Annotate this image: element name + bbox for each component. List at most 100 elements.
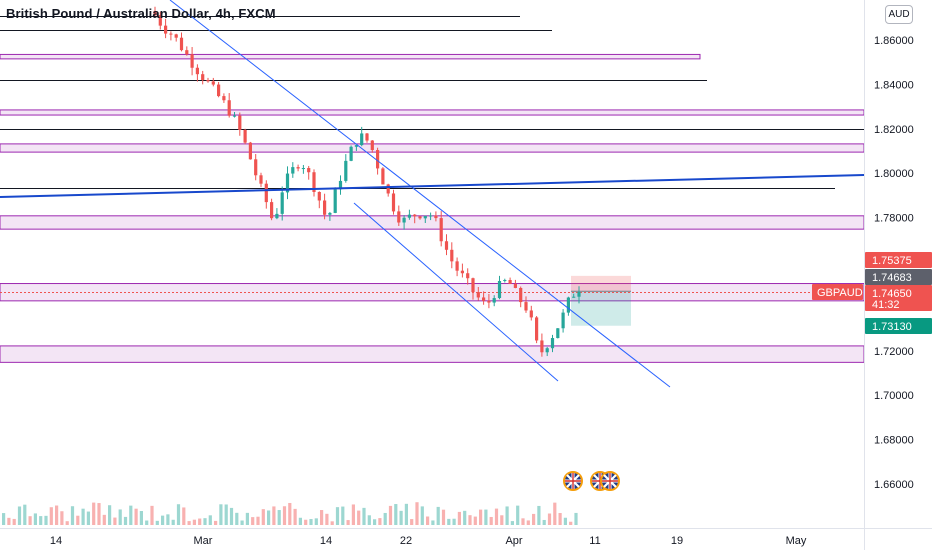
candle-body[interactable] — [402, 217, 406, 223]
candle-body[interactable] — [365, 133, 369, 141]
currency-button[interactable]: AUD — [885, 5, 913, 24]
candle-body[interactable] — [455, 261, 459, 271]
candle-body[interactable] — [376, 150, 380, 169]
candle-body[interactable] — [487, 300, 491, 303]
candle-body[interactable] — [190, 54, 194, 68]
candle-body[interactable] — [301, 168, 305, 170]
events-layer[interactable] — [563, 471, 620, 491]
candle-body[interactable] — [386, 184, 390, 194]
candle-body[interactable] — [566, 297, 570, 313]
candle-body[interactable] — [206, 80, 210, 82]
channel-upper-line[interactable] — [169, 0, 671, 388]
candle-body[interactable] — [158, 15, 162, 26]
candle-body[interactable] — [164, 25, 168, 34]
candle-body[interactable] — [153, 11, 157, 16]
candle-body[interactable] — [344, 160, 348, 181]
candle-body[interactable] — [460, 270, 464, 274]
candle-body[interactable] — [317, 191, 321, 201]
candle-body[interactable] — [264, 183, 268, 203]
candle-body[interactable] — [391, 193, 396, 212]
rising-trendline[interactable] — [0, 174, 865, 198]
candle-body[interactable] — [174, 34, 178, 38]
candle-body[interactable] — [503, 280, 507, 282]
candle-body[interactable] — [312, 172, 316, 192]
volume-bar — [70, 506, 75, 525]
candle-body[interactable] — [328, 212, 332, 215]
candle-body[interactable] — [259, 175, 263, 184]
candle-body[interactable] — [307, 168, 311, 173]
candle-body[interactable] — [482, 297, 486, 301]
candle-body[interactable] — [492, 298, 496, 303]
candle-body[interactable] — [338, 180, 343, 190]
candle-body[interactable] — [248, 142, 252, 160]
candle-body[interactable] — [429, 215, 433, 217]
candle-body[interactable] — [476, 292, 480, 298]
candle-body[interactable] — [535, 317, 539, 341]
volume-bar — [452, 518, 456, 525]
candle-body[interactable] — [497, 280, 502, 299]
candle-body[interactable] — [444, 241, 449, 250]
candle-body[interactable] — [370, 140, 374, 151]
candle-body[interactable] — [381, 168, 385, 185]
uk-flag-icon[interactable] — [563, 471, 583, 491]
candle-body[interactable] — [550, 338, 555, 349]
channel-lower-line[interactable] — [353, 202, 559, 382]
volume-bar — [198, 518, 202, 525]
candle-body[interactable] — [519, 287, 523, 303]
position-loss-zone[interactable] — [571, 275, 631, 292]
candle-body[interactable] — [407, 214, 411, 218]
candle-body[interactable] — [450, 249, 454, 262]
candle-body[interactable] — [418, 216, 422, 219]
candle-body[interactable] — [545, 348, 549, 353]
candle-body[interactable] — [185, 50, 189, 55]
candle-body[interactable] — [413, 214, 417, 217]
candle-body[interactable] — [577, 291, 581, 297]
candle-body[interactable] — [508, 280, 512, 284]
candle-body[interactable] — [471, 278, 475, 293]
candle-body[interactable] — [524, 302, 528, 311]
candle-body[interactable] — [513, 283, 517, 288]
price-axis[interactable]: 1.860001.840001.820001.800001.780001.760… — [874, 35, 914, 491]
candle-body[interactable] — [201, 74, 205, 81]
candle-body[interactable] — [169, 33, 173, 35]
candle-body[interactable] — [349, 146, 353, 161]
time-axis[interactable]: 14 Mar 14 22 Apr 11 19 May — [50, 535, 807, 547]
position-profit-zone[interactable] — [571, 291, 631, 326]
candle-body[interactable] — [354, 145, 358, 147]
candle-body[interactable] — [423, 215, 427, 219]
candle-body[interactable] — [238, 115, 242, 130]
candle-body[interactable] — [572, 296, 576, 298]
candle-body[interactable] — [217, 84, 221, 97]
candle-body[interactable] — [285, 173, 290, 193]
candle-body[interactable] — [232, 115, 237, 117]
candle-body[interactable] — [211, 81, 215, 85]
candle-body[interactable] — [439, 218, 443, 242]
candle-body[interactable] — [466, 273, 470, 279]
x-tick-label: 22 — [400, 535, 412, 547]
candle-body[interactable] — [323, 200, 327, 215]
sr-zone — [0, 143, 865, 153]
candle-body[interactable] — [179, 37, 184, 51]
volume-bar — [155, 520, 159, 525]
candle-body[interactable] — [275, 213, 279, 219]
candle-body[interactable] — [195, 67, 199, 75]
candle-body[interactable] — [243, 129, 247, 143]
candle-body[interactable] — [556, 328, 560, 339]
candle-body[interactable] — [333, 189, 337, 213]
candle-body[interactable] — [561, 312, 565, 329]
candle-body[interactable] — [397, 211, 401, 223]
uk-flag-icon[interactable] — [600, 471, 620, 491]
candle-body[interactable] — [529, 310, 533, 318]
candle-body[interactable] — [360, 133, 364, 146]
candle-body[interactable] — [540, 340, 544, 353]
candle-body[interactable] — [270, 202, 274, 219]
candle-body[interactable] — [434, 215, 438, 219]
candle-body[interactable] — [280, 192, 284, 214]
candle-body[interactable] — [227, 100, 231, 116]
candle-body[interactable] — [296, 167, 300, 169]
candle-body[interactable] — [222, 96, 226, 101]
volume-bar — [415, 502, 419, 525]
candle-body[interactable] — [291, 167, 295, 174]
candle-body[interactable] — [254, 159, 258, 176]
